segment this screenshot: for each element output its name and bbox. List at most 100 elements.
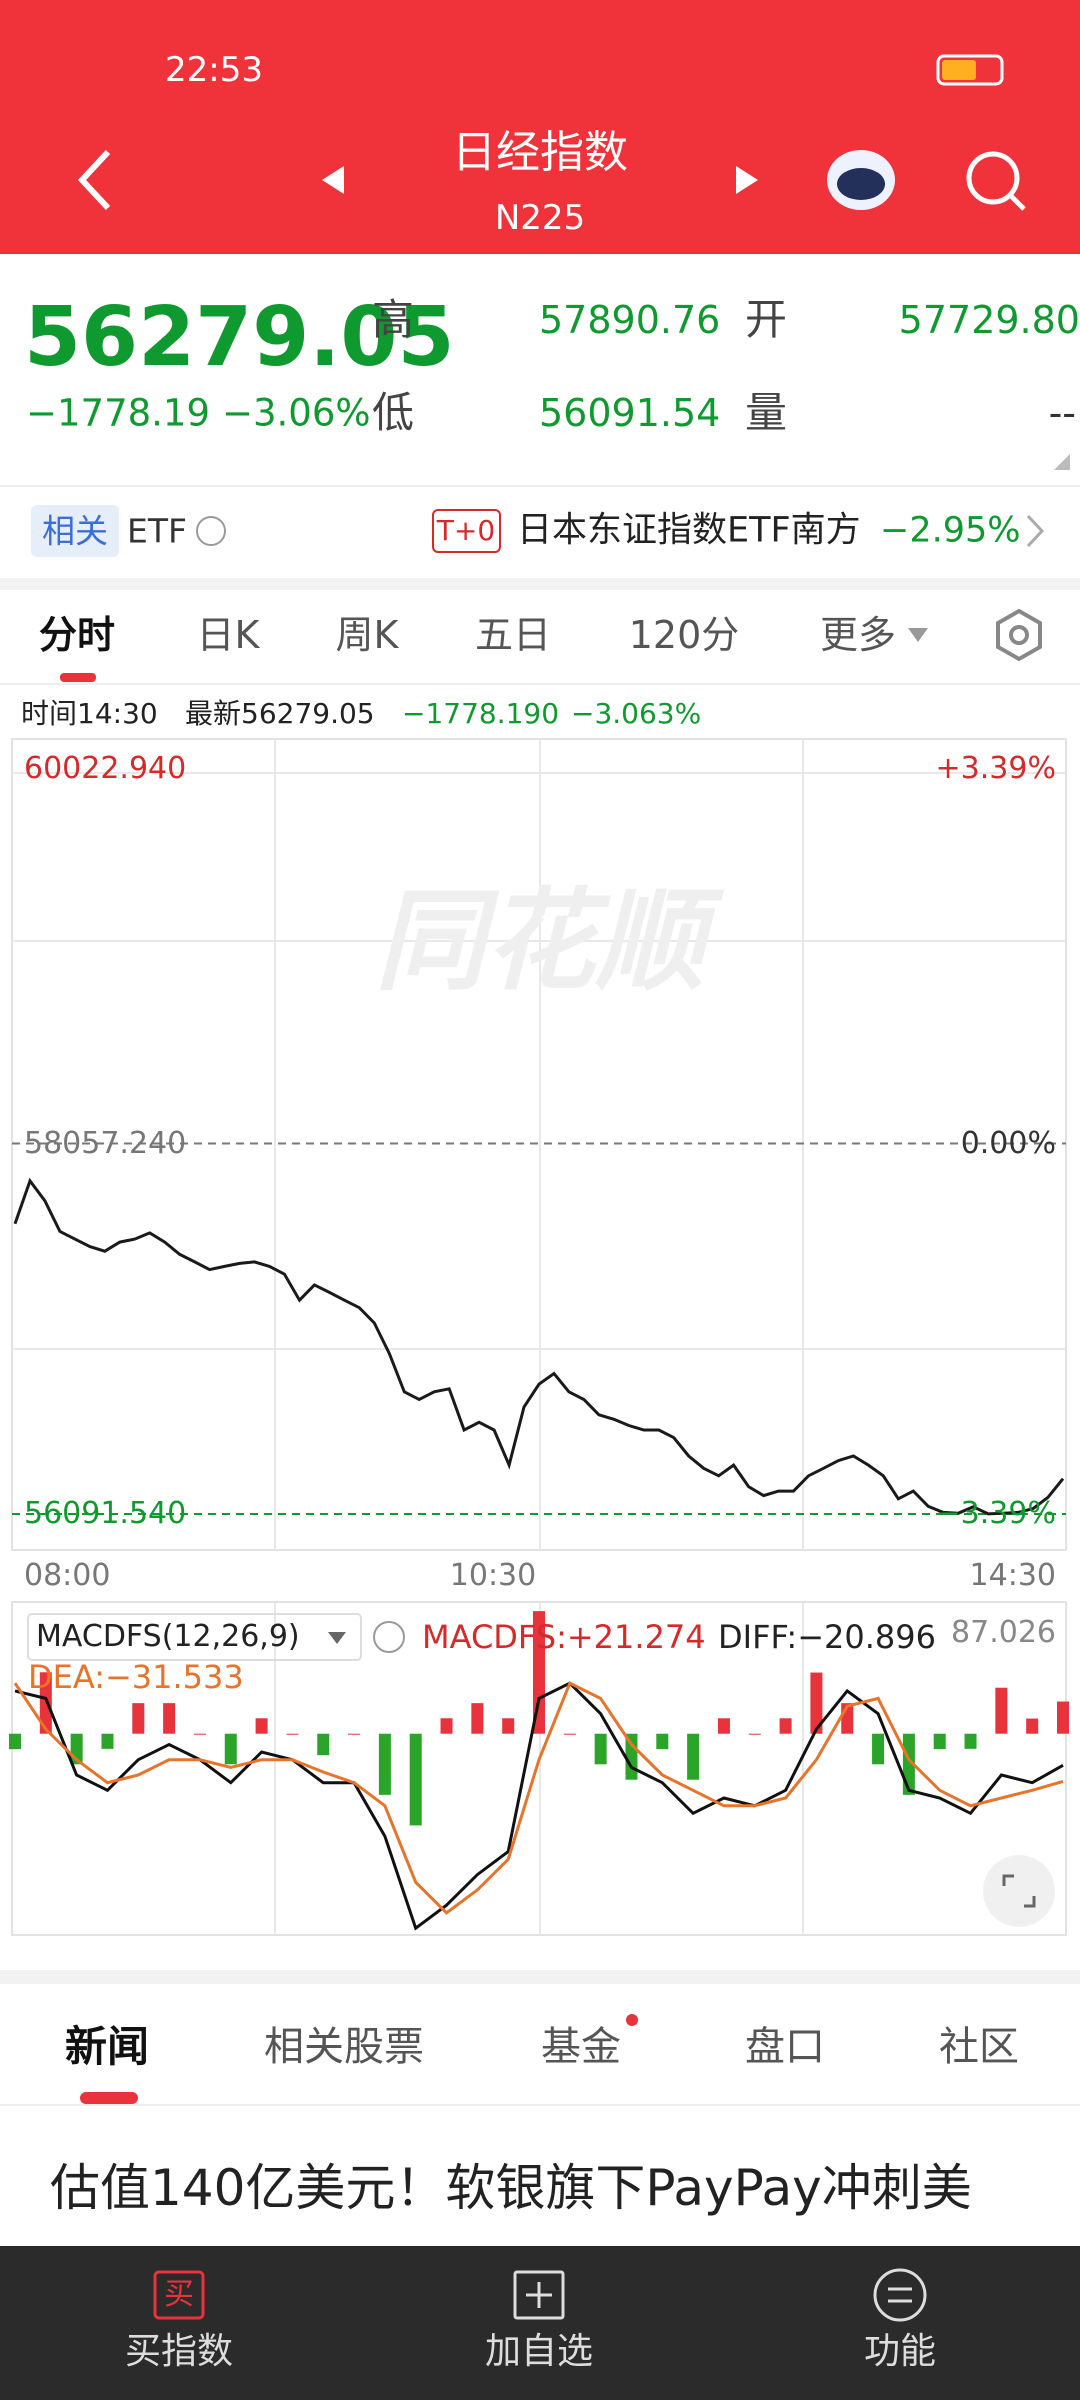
nav-item[interactable]: 买指数 — [124, 2331, 234, 2372]
band — [0, 1970, 1080, 1984]
help-icon[interactable] — [196, 516, 226, 546]
buy-icon-text: 买 — [164, 2277, 194, 2312]
macd-bar — [163, 1703, 176, 1734]
plots — [9, 772, 1069, 1931]
macd-label: MACDFS:+21.274 — [422, 1618, 706, 1656]
add-icon[interactable] — [513, 2270, 565, 2320]
prev-icon[interactable] — [322, 166, 344, 194]
info-pct: −3.063% — [571, 697, 702, 730]
expand-icon — [1024, 1896, 1036, 1908]
macd-bar — [409, 1733, 422, 1826]
news-tab[interactable]: 相关股票 — [264, 2024, 424, 2070]
expand-button[interactable] — [983, 1855, 1055, 1927]
macd-bar — [132, 1703, 145, 1734]
diff-line — [14, 1681, 1064, 1931]
battery — [936, 54, 1004, 86]
x-label: 10:30 — [449, 1558, 537, 1593]
etf-label: ETF — [127, 511, 187, 551]
indicator-box[interactable] — [27, 1613, 362, 1661]
indicator-arrow — [328, 1632, 346, 1644]
label: 量 — [745, 388, 788, 437]
x-label: 14:30 — [969, 1558, 1056, 1593]
tab[interactable]: 五日 — [474, 613, 552, 657]
y-tick-label: 87.026 — [951, 1615, 1056, 1650]
status-time: 22:53 — [165, 50, 263, 90]
macd-bar — [255, 1718, 268, 1734]
news-tab[interactable]: 社区 — [939, 2024, 1019, 2070]
chevron[interactable] — [1026, 514, 1045, 548]
y-tick-label: 56091.540 — [24, 1496, 187, 1531]
pct-label: 0.00% — [960, 1125, 1056, 1161]
macd-bar — [810, 1672, 823, 1734]
news-tab[interactable]: 盘口 — [745, 2024, 825, 2070]
tab-underline — [60, 673, 96, 682]
info-latest: 最新56279.05 — [185, 697, 375, 730]
macd-bar — [101, 1733, 114, 1749]
macd-bar — [39, 1672, 52, 1734]
badge-border — [432, 509, 501, 553]
headline[interactable]: 估值140亿美元！软银旗下PayPay冲刺美 — [50, 2159, 972, 2217]
macd-bar — [471, 1703, 484, 1734]
more-arrow[interactable] — [908, 628, 928, 642]
indicator[interactable]: MACDFS(12,26,9) — [36, 1619, 300, 1654]
expand-icon — [1002, 1874, 1014, 1886]
macd-bar — [533, 1611, 545, 1734]
macd-bar — [563, 1733, 576, 1735]
macd-bar — [656, 1733, 669, 1750]
y-tick-label: 60022.940 — [24, 751, 187, 786]
x-label: 08:00 — [24, 1558, 111, 1593]
high: 57890.76 — [539, 298, 721, 342]
bottom-bar — [0, 2246, 1080, 2400]
pct-label: −3.39% — [935, 1496, 1056, 1531]
macd-bar — [502, 1718, 515, 1734]
macd-bar — [687, 1733, 700, 1780]
watermark: 同花顺 — [375, 877, 705, 1005]
tab[interactable]: 周K — [335, 613, 399, 657]
change: −1778.19 — [26, 391, 211, 435]
macd-bar — [995, 1687, 1008, 1734]
macd-bar — [594, 1733, 607, 1765]
macd-bar — [317, 1733, 330, 1756]
info-change: −1778.190 — [402, 697, 560, 730]
tab[interactable]: 分时 — [38, 613, 116, 657]
open: 57729.80 — [898, 298, 1080, 342]
tab[interactable]: 日K — [196, 613, 260, 657]
search-handle — [1008, 193, 1026, 211]
news-tab[interactable]: 基金 — [541, 2024, 621, 2070]
buy-icon[interactable] — [153, 2270, 205, 2320]
news-underline — [80, 2092, 138, 2104]
low: 56091.54 — [539, 391, 721, 435]
etf-change: −2.95% — [880, 510, 1021, 551]
macd-bar — [872, 1733, 885, 1765]
settings-icon[interactable] — [996, 608, 1042, 662]
red-dot — [626, 2014, 638, 2026]
macd-bar — [348, 1733, 361, 1735]
news-tab[interactable]: 新闻 — [64, 2022, 150, 2071]
corner-mark — [1054, 454, 1070, 470]
macd-bar — [9, 1733, 21, 1750]
func-icon[interactable] — [873, 2268, 927, 2322]
change-pct: −3.06% — [222, 391, 371, 435]
nav-item[interactable]: 加自选 — [484, 2331, 594, 2372]
macd-bar — [286, 1733, 299, 1735]
nav-item[interactable]: 功能 — [863, 2331, 937, 2372]
macd-bar — [224, 1733, 237, 1765]
page-title: 日经指数 — [452, 127, 628, 178]
pct-label: +3.39% — [935, 751, 1056, 786]
tab[interactable]: 120分 — [628, 613, 740, 657]
next-icon[interactable] — [736, 166, 758, 194]
help-icon[interactable] — [373, 1621, 405, 1653]
macd-bar — [1057, 1701, 1069, 1734]
code: N225 — [494, 198, 586, 238]
back-icon[interactable] — [77, 149, 111, 211]
etf-name[interactable]: 日本东证指数ETF南方 — [517, 510, 861, 551]
label: 高 — [372, 295, 415, 344]
band — [0, 578, 1080, 590]
search-icon[interactable] — [966, 151, 1020, 205]
macd-bar — [748, 1733, 761, 1735]
label: 低 — [372, 388, 415, 437]
y-tick-label: 58057.240 — [24, 1125, 187, 1161]
tab[interactable]: 更多 — [819, 613, 897, 657]
